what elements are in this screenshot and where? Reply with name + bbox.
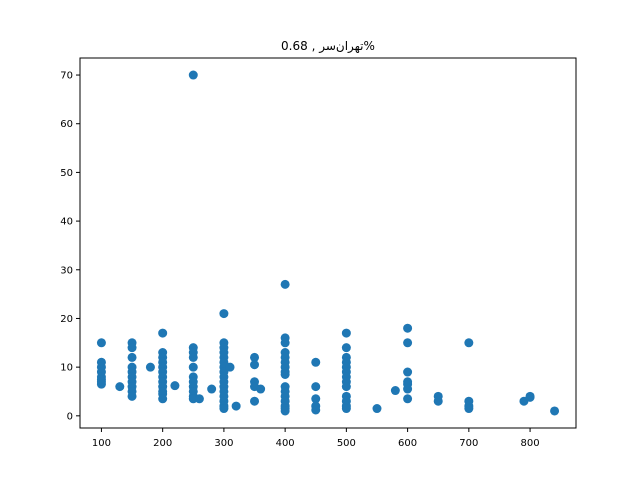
x-tick-label: 100 — [92, 438, 111, 449]
data-point — [341, 343, 351, 353]
data-point — [280, 406, 290, 416]
data-point — [341, 328, 351, 338]
data-point — [250, 352, 260, 362]
data-point — [433, 396, 443, 406]
data-point — [225, 362, 235, 372]
data-point — [158, 328, 168, 338]
data-point — [280, 279, 290, 289]
data-point — [372, 404, 382, 414]
x-tick-label: 800 — [521, 438, 540, 449]
data-point — [403, 338, 413, 348]
data-point — [170, 381, 180, 391]
y-tick-label: 50 — [60, 168, 73, 179]
x-tick-label: 500 — [337, 438, 356, 449]
data-point — [250, 360, 260, 370]
data-point — [188, 70, 198, 80]
x-tick-label: 600 — [398, 438, 417, 449]
data-point — [194, 394, 204, 404]
data-point — [127, 391, 137, 401]
y-tick-label: 70 — [60, 71, 73, 82]
data-point — [96, 379, 106, 389]
data-point — [464, 338, 474, 348]
data-point — [219, 404, 229, 414]
data-point — [115, 382, 125, 392]
data-point — [464, 404, 474, 414]
y-tick-label: 40 — [60, 217, 73, 228]
data-point — [311, 394, 321, 404]
data-point — [145, 362, 155, 372]
data-point — [207, 384, 217, 394]
data-point — [127, 352, 137, 362]
data-point — [403, 394, 413, 404]
data-point — [188, 352, 198, 362]
data-point — [341, 404, 351, 414]
chart-title: تهران‌سر , 0.68% — [281, 39, 375, 54]
data-point — [256, 384, 266, 394]
data-point — [231, 401, 241, 411]
data-point — [390, 386, 400, 396]
data-point — [96, 338, 106, 348]
y-tick-label: 30 — [60, 265, 73, 276]
data-point — [127, 343, 137, 353]
y-tick-label: 0 — [67, 411, 73, 422]
y-tick-label: 60 — [60, 119, 73, 130]
y-tick-label: 10 — [60, 363, 73, 374]
x-tick-label: 400 — [276, 438, 295, 449]
data-point — [158, 394, 168, 404]
data-point — [550, 406, 560, 416]
data-point — [280, 369, 290, 379]
data-point — [525, 392, 535, 402]
data-point — [311, 382, 321, 392]
points-layer — [96, 70, 560, 416]
data-point — [250, 396, 260, 406]
data-point — [280, 338, 290, 348]
ticks-layer: 100 200 300 400 500 600 700 800 0 10 20 30 40 50 60 70 — [60, 71, 539, 449]
x-tick-label: 300 — [214, 438, 233, 449]
data-point — [403, 367, 413, 377]
data-point — [311, 405, 321, 415]
plot-frame — [79, 57, 577, 429]
data-point — [188, 362, 198, 372]
x-tick-label: 700 — [459, 438, 478, 449]
data-point — [311, 357, 321, 367]
data-point — [341, 382, 351, 392]
data-point — [403, 384, 413, 394]
data-point — [403, 323, 413, 333]
y-tick-label: 20 — [60, 314, 73, 325]
x-tick-label: 200 — [153, 438, 172, 449]
data-point — [219, 309, 229, 319]
